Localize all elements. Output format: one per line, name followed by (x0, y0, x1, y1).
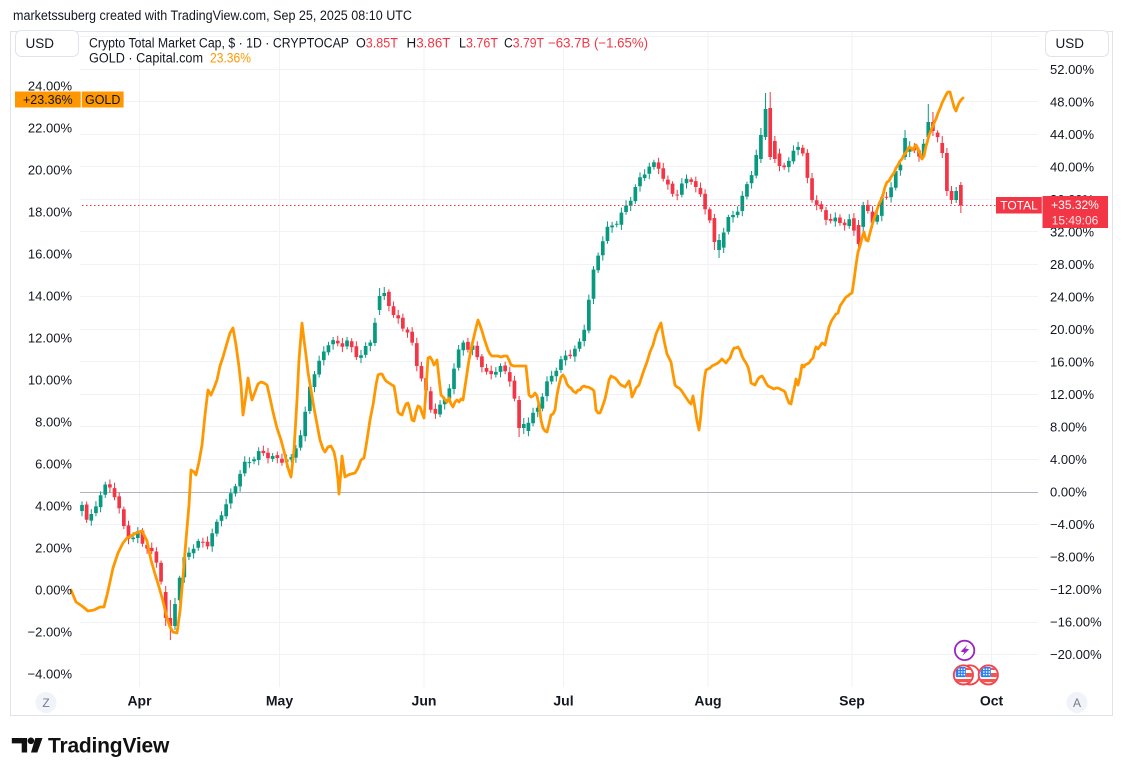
svg-text:Z: Z (42, 696, 49, 710)
svg-text:23.36%: 23.36% (210, 51, 251, 66)
svg-text:14.00%: 14.00% (28, 289, 73, 304)
svg-text:May: May (266, 693, 293, 709)
svg-text:H3.86T: H3.86T (407, 36, 451, 51)
svg-text:Oct: Oct (980, 693, 1004, 709)
svg-text:C3.79T: C3.79T (504, 36, 544, 51)
svg-text:4.00%: 4.00% (1050, 452, 1087, 467)
svg-text:Crypto Total Market Cap, $ · 1: Crypto Total Market Cap, $ · 1D · CRYPTO… (89, 36, 349, 51)
svg-text:−8.00%: −8.00% (1050, 550, 1095, 565)
svg-text:28.00%: 28.00% (1050, 257, 1095, 272)
svg-text:20.00%: 20.00% (28, 163, 73, 178)
svg-text:24.00%: 24.00% (28, 79, 73, 94)
svg-text:18.00%: 18.00% (28, 205, 73, 220)
svg-text:0.00%: 0.00% (35, 583, 72, 598)
svg-text:Jun: Jun (412, 693, 437, 709)
svg-text:−2.00%: −2.00% (28, 625, 73, 640)
svg-text:8.00%: 8.00% (35, 415, 72, 430)
svg-text:52.00%: 52.00% (1050, 62, 1095, 77)
svg-text:22.00%: 22.00% (28, 121, 73, 136)
svg-text:marketssuberg created with Tra: marketssuberg created with TradingView.c… (13, 8, 412, 23)
svg-text:20.00%: 20.00% (1050, 322, 1095, 337)
svg-text:16.00%: 16.00% (28, 247, 73, 262)
svg-text:Apr: Apr (127, 693, 152, 709)
svg-text:−20.00%: −20.00% (1050, 647, 1102, 662)
svg-text:16.00%: 16.00% (1050, 354, 1095, 369)
svg-text:L3.76T: L3.76T (459, 36, 498, 51)
svg-text:12.00%: 12.00% (28, 331, 73, 346)
svg-text:TOTAL: TOTAL (1000, 199, 1038, 213)
svg-text:32.00%: 32.00% (1050, 224, 1095, 239)
svg-text:24.00%: 24.00% (1050, 289, 1095, 304)
svg-text:4.00%: 4.00% (35, 499, 72, 514)
svg-text:8.00%: 8.00% (1050, 419, 1087, 434)
svg-text:15:49:06: 15:49:06 (1052, 214, 1099, 228)
svg-text:+23.36%: +23.36% (23, 93, 73, 107)
svg-text:2.00%: 2.00% (35, 541, 72, 556)
svg-text:−4.00%: −4.00% (1050, 517, 1095, 532)
svg-text:GOLD: GOLD (85, 93, 120, 107)
svg-text:GOLD · Capital.com: GOLD · Capital.com (89, 51, 203, 66)
svg-text:A: A (1073, 696, 1081, 710)
svg-text:−12.00%: −12.00% (1050, 582, 1102, 597)
svg-text:Aug: Aug (694, 693, 721, 709)
svg-text:0.00%: 0.00% (1050, 485, 1087, 500)
svg-text:44.00%: 44.00% (1050, 127, 1095, 142)
svg-text:USD: USD (1056, 36, 1085, 51)
svg-text:USD: USD (26, 36, 55, 51)
svg-text:40.00%: 40.00% (1050, 159, 1095, 174)
svg-text:−16.00%: −16.00% (1050, 615, 1102, 630)
svg-text:−4.00%: −4.00% (28, 667, 73, 682)
svg-text:10.00%: 10.00% (28, 373, 73, 388)
svg-text:Jul: Jul (553, 693, 573, 709)
svg-text:12.00%: 12.00% (1050, 387, 1095, 402)
svg-text:+35.32%: +35.32% (1051, 198, 1099, 212)
svg-text:−63.7B (−1.65%): −63.7B (−1.65%) (548, 36, 648, 51)
svg-text:6.00%: 6.00% (35, 457, 72, 472)
svg-text:Sep: Sep (839, 693, 865, 709)
svg-text:48.00%: 48.00% (1050, 94, 1095, 109)
svg-text:TradingView: TradingView (48, 735, 170, 758)
svg-text:O3.85T: O3.85T (356, 36, 398, 51)
